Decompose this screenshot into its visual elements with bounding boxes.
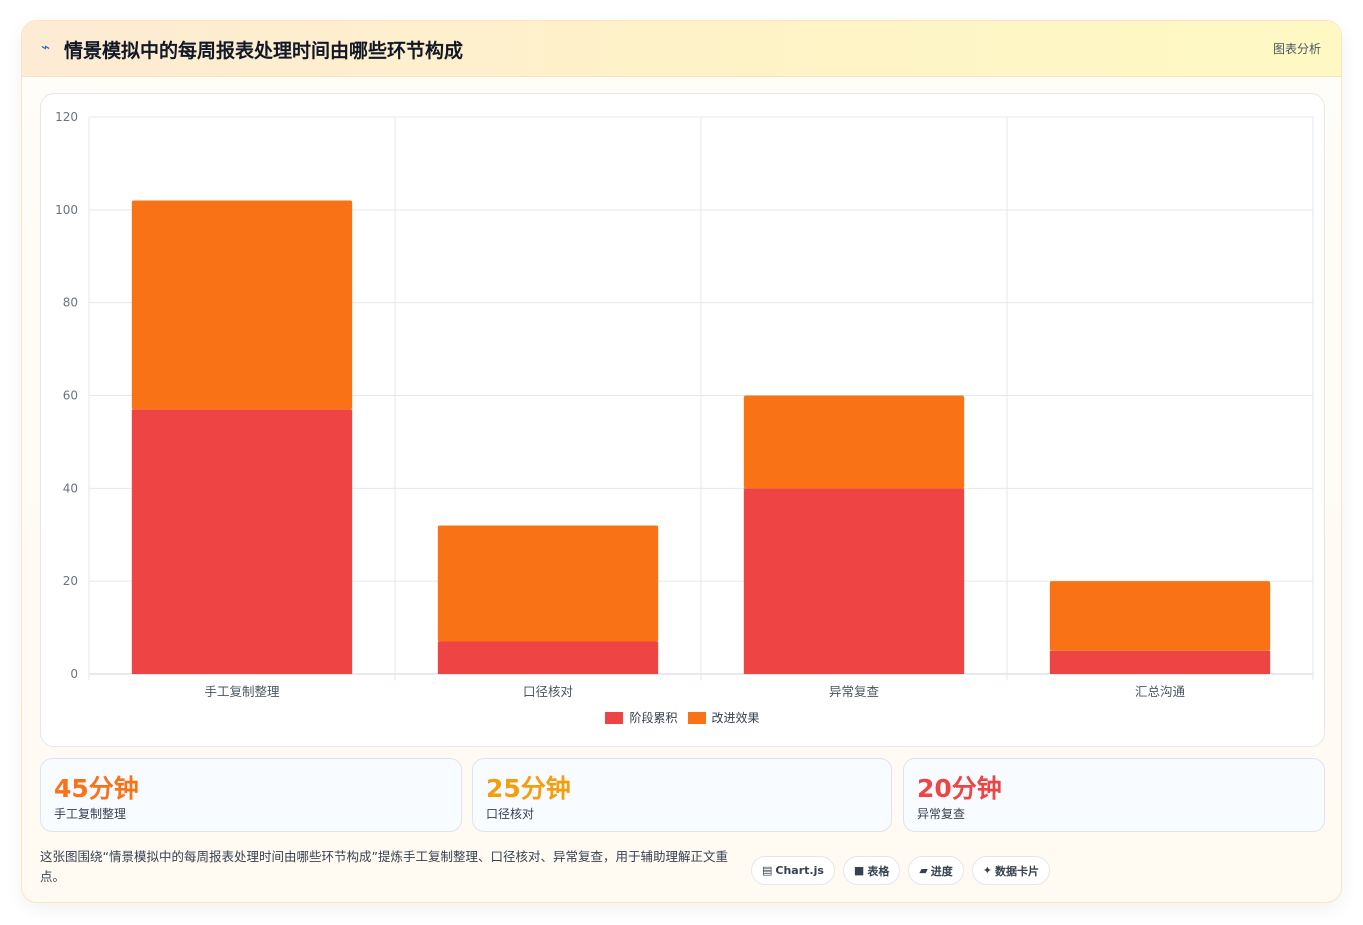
sparkle-icon: ✦ bbox=[982, 864, 993, 877]
y-tick-label-20: 20 bbox=[63, 574, 78, 588]
stat-value-1: 25分钟 bbox=[486, 774, 571, 803]
bar-1-1 bbox=[437, 525, 659, 642]
legend-item-0[interactable]: 阶段累积 bbox=[605, 709, 678, 726]
y-tick-label-0: 0 bbox=[70, 667, 78, 681]
stat-card-0: 45分钟 手工复制整理 bbox=[40, 758, 462, 832]
y-tick-label-40: 40 bbox=[63, 481, 78, 495]
legend-swatch-1 bbox=[687, 711, 706, 724]
chart-title: 情景模拟中的每周报表处理时间由哪些环节构成 bbox=[64, 40, 464, 62]
bar-0-0 bbox=[131, 409, 353, 674]
stat-card-1: 25分钟 口径核对 bbox=[472, 758, 892, 832]
legend-item-1[interactable]: 改进效果 bbox=[687, 709, 760, 726]
bar-1-0 bbox=[131, 200, 353, 410]
pill-label-chartjs: Chart.js bbox=[775, 864, 824, 877]
pill-label-table: 表格 bbox=[867, 864, 890, 878]
y-tick-label-80: 80 bbox=[63, 296, 78, 310]
pill-label-progress: 进度 bbox=[930, 864, 953, 878]
stat-value-2: 20分钟 bbox=[917, 774, 1002, 803]
chart-legend: 阶段累积 改进效果 bbox=[41, 709, 1324, 726]
x-tick-label-1: 口径核对 bbox=[523, 684, 573, 699]
stat-label-1: 口径核对 bbox=[486, 807, 535, 821]
y-tick-label-120: 120 bbox=[55, 110, 78, 124]
x-tick-label-3: 汇总沟通 bbox=[1135, 684, 1186, 699]
y-tick-label-100: 100 bbox=[55, 203, 78, 217]
stacked-bar-chart: 0 20 40 60 80 100 120 手工复制整理 口径核对 异常复查 汇总沟通 bbox=[55, 110, 1314, 699]
x-tick-label-0: 手工复制整理 bbox=[204, 684, 280, 699]
pill-data-card[interactable]: ✦ 数据卡片 bbox=[971, 856, 1051, 885]
pill-chartjs[interactable]: ▤ Chart.js bbox=[751, 856, 835, 885]
legend-label-1: 改进效果 bbox=[711, 711, 760, 725]
chart-card: ⌁ 情景模拟中的每周报表处理时间由哪些环节构成 图表分析 0 20 40 60 80 10… bbox=[21, 20, 1342, 903]
bar-0-2 bbox=[743, 488, 965, 674]
chart-panel: 0 20 40 60 80 100 120 手工复制整理 口径核对 异常复查 汇总沟通 阶段累积 改… bbox=[40, 93, 1325, 747]
bar-1-2 bbox=[743, 395, 965, 489]
chart-description: 这张图围绕“情景模拟中的每周报表处理时间由哪些环节构成”提炼手工复制整理、口径核… bbox=[40, 849, 728, 884]
bar-0-1 bbox=[437, 641, 659, 674]
card-header: ⌁ 情景模拟中的每周报表处理时间由哪些环节构成 图表分析 bbox=[22, 21, 1341, 77]
chart-line-icon: ⌁ bbox=[41, 38, 51, 56]
bar-1-3 bbox=[1049, 581, 1271, 651]
chart-icon: ▤ bbox=[762, 864, 773, 877]
bar-0-3 bbox=[1049, 650, 1271, 674]
y-tick-label-60: 60 bbox=[63, 389, 78, 403]
pill-progress[interactable]: ▰ 进度 bbox=[908, 856, 964, 885]
stat-label-2: 异常复查 bbox=[917, 807, 966, 821]
x-tick-label-2: 异常复查 bbox=[829, 684, 880, 699]
chart-analysis-tag: 图表分析 bbox=[1272, 42, 1321, 56]
progress-icon: ▰ bbox=[919, 864, 928, 877]
stat-card-2: 20分钟 异常复查 bbox=[903, 758, 1325, 832]
pill-label-data-card: 数据卡片 bbox=[995, 864, 1040, 878]
table-icon: ■ bbox=[853, 864, 865, 877]
pill-table[interactable]: ■ 表格 bbox=[842, 856, 901, 885]
stat-label-0: 手工复制整理 bbox=[54, 807, 127, 821]
legend-swatch-0 bbox=[605, 711, 624, 724]
legend-label-0: 阶段累积 bbox=[629, 711, 678, 725]
stat-value-0: 45分钟 bbox=[54, 774, 139, 803]
feature-pills: ▤ Chart.js ■ 表格 ▰ 进度 ✦ 数据卡片 bbox=[751, 856, 1051, 885]
